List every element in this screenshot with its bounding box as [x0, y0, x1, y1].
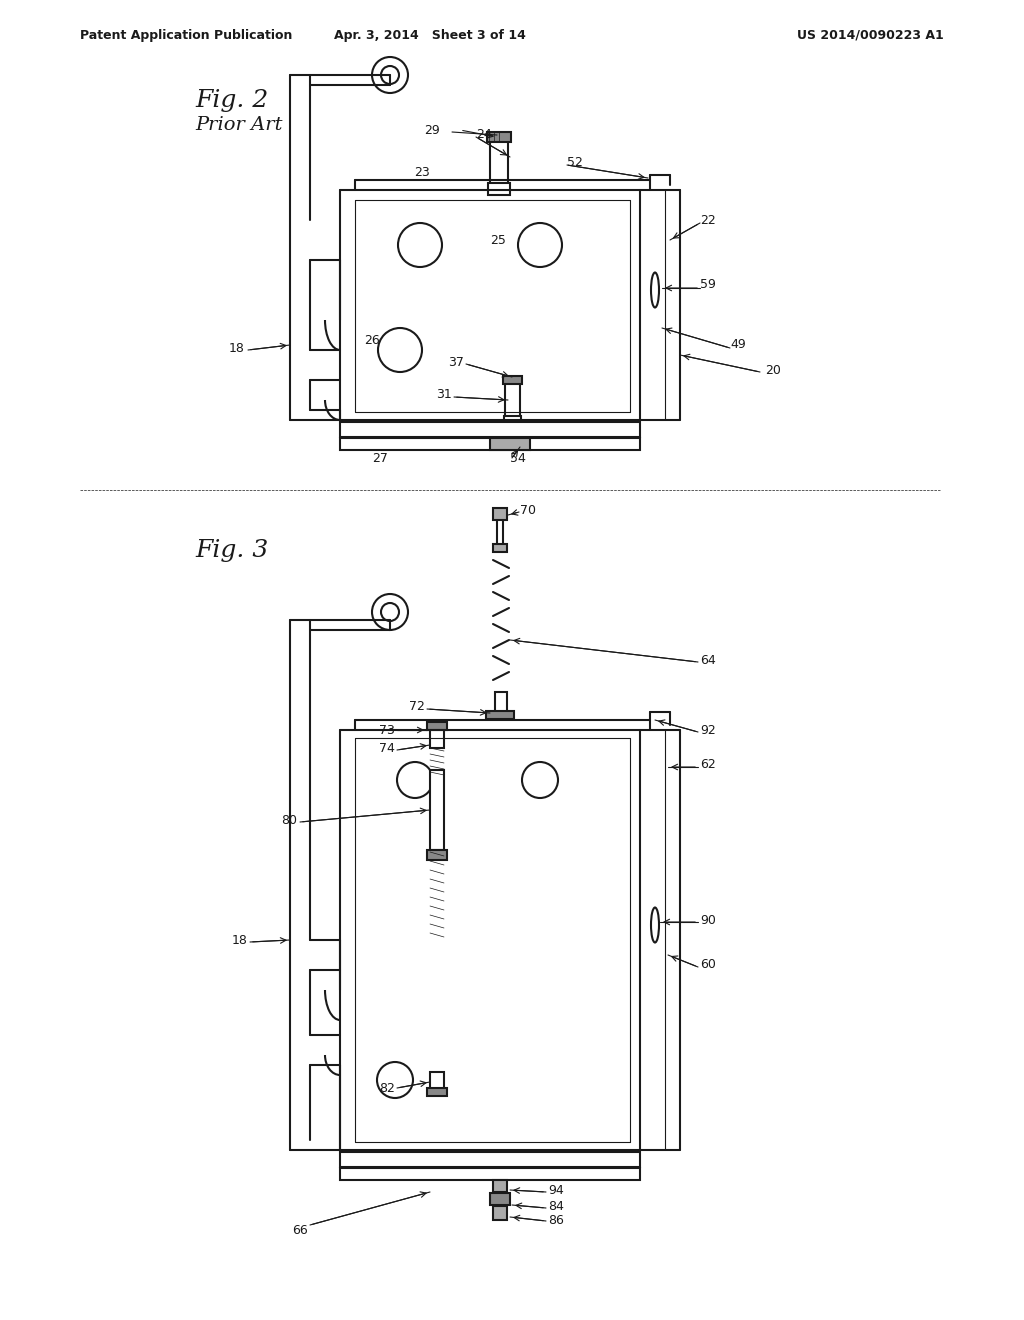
Circle shape — [372, 594, 408, 630]
Text: Prior Art: Prior Art — [195, 116, 283, 135]
Text: 80: 80 — [281, 813, 297, 826]
Text: 59: 59 — [700, 279, 716, 292]
Circle shape — [372, 57, 408, 92]
Bar — [504, 416, 521, 424]
Circle shape — [377, 1063, 413, 1098]
Text: 27: 27 — [372, 451, 388, 465]
Bar — [486, 711, 514, 719]
Bar — [340, 1152, 640, 1167]
Text: 82: 82 — [379, 1081, 395, 1094]
Bar — [427, 722, 447, 730]
Text: 73: 73 — [379, 723, 395, 737]
Text: 74: 74 — [379, 742, 395, 755]
Ellipse shape — [651, 908, 659, 942]
Text: 18: 18 — [229, 342, 245, 355]
Text: 92: 92 — [700, 723, 716, 737]
Bar — [505, 380, 520, 420]
Text: 62: 62 — [700, 759, 716, 771]
Text: 31: 31 — [436, 388, 452, 401]
Bar — [493, 508, 507, 520]
Circle shape — [381, 66, 399, 84]
Bar — [490, 140, 508, 190]
Ellipse shape — [651, 272, 659, 308]
Circle shape — [518, 223, 562, 267]
Text: 72: 72 — [410, 701, 425, 714]
Text: Apr. 3, 2014   Sheet 3 of 14: Apr. 3, 2014 Sheet 3 of 14 — [334, 29, 526, 41]
Bar — [493, 1180, 507, 1192]
Bar — [427, 850, 447, 861]
Text: 23: 23 — [415, 166, 430, 180]
Text: 26: 26 — [365, 334, 380, 346]
Bar — [340, 422, 640, 437]
Bar — [430, 770, 444, 850]
Circle shape — [378, 327, 422, 372]
Bar — [340, 438, 640, 450]
Text: 86: 86 — [548, 1213, 564, 1226]
Text: 24: 24 — [476, 128, 492, 141]
Text: 84: 84 — [548, 1200, 564, 1213]
Text: 49: 49 — [730, 338, 745, 351]
Text: 29: 29 — [424, 124, 440, 136]
Circle shape — [397, 762, 433, 799]
Text: 22: 22 — [700, 214, 716, 227]
Text: 25: 25 — [490, 234, 506, 247]
Bar — [430, 726, 444, 748]
Bar — [430, 1072, 444, 1090]
Text: 66: 66 — [292, 1224, 308, 1237]
Text: 54: 54 — [510, 451, 526, 465]
Text: 18: 18 — [232, 933, 248, 946]
Circle shape — [522, 762, 558, 799]
Bar — [340, 1168, 640, 1180]
Text: 94: 94 — [548, 1184, 564, 1196]
Text: US 2014/0090223 A1: US 2014/0090223 A1 — [797, 29, 943, 41]
Circle shape — [398, 223, 442, 267]
Text: 90: 90 — [700, 913, 716, 927]
Text: 60: 60 — [700, 958, 716, 972]
Bar — [490, 438, 530, 450]
Bar — [427, 1088, 447, 1096]
Text: Patent Application Publication: Patent Application Publication — [80, 29, 293, 41]
Text: Fig. 2: Fig. 2 — [195, 88, 268, 111]
Text: 70: 70 — [520, 503, 536, 516]
Circle shape — [381, 603, 399, 620]
Bar — [490, 1193, 510, 1205]
Bar — [487, 132, 511, 143]
Bar — [488, 183, 510, 195]
Bar — [493, 544, 507, 552]
Text: 64: 64 — [700, 653, 716, 667]
Text: 37: 37 — [449, 355, 464, 368]
Bar — [495, 692, 507, 711]
Bar — [493, 1206, 507, 1220]
Text: 20: 20 — [765, 363, 781, 376]
Text: Fig. 3: Fig. 3 — [195, 539, 268, 561]
Text: 52: 52 — [567, 157, 583, 169]
Bar — [503, 376, 522, 384]
